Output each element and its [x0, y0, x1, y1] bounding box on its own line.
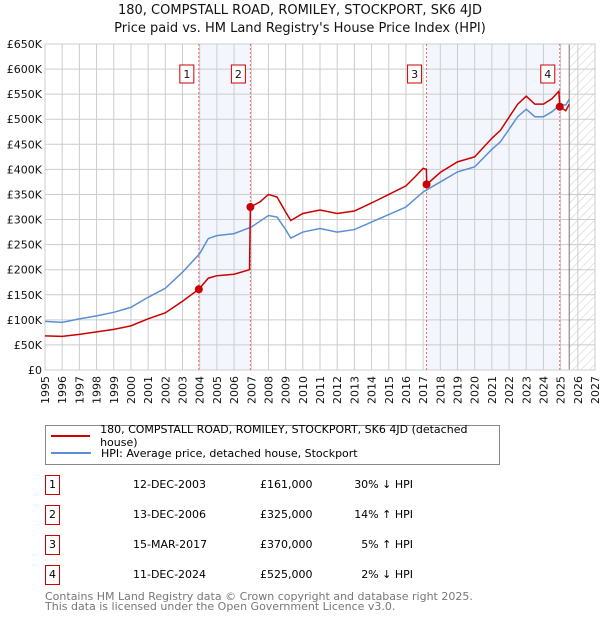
sale-hpi-diff: 14% ↑ HPI	[354, 508, 413, 521]
x-tick-label: 2017	[417, 376, 430, 404]
x-tick-label: 2027	[589, 376, 600, 404]
legend: 180, COMPSTALL ROAD, ROMILEY, STOCKPORT,…	[45, 423, 500, 465]
y-tick-label: £450K	[7, 138, 43, 151]
x-tick-label: 2014	[366, 376, 379, 404]
x-tick-label: 2011	[314, 376, 327, 404]
x-tick-label: 2023	[520, 376, 533, 404]
y-tick-label: £250K	[7, 239, 43, 252]
sale-price: £325,000	[260, 508, 313, 521]
sale-point	[555, 102, 564, 111]
sale-point	[194, 285, 203, 294]
sale-date: 15-MAR-2017	[133, 538, 208, 551]
x-tick-label: 1997	[73, 376, 86, 404]
sale-date: 13-DEC-2006	[133, 508, 207, 521]
sale-label: 3	[411, 68, 418, 81]
y-tick-label: £650K	[7, 38, 43, 51]
sale-label-box	[407, 64, 423, 84]
y-tick-label: £300K	[7, 214, 43, 227]
sale-hpi-diff: 30% ↓ HPI	[354, 478, 413, 491]
sale-label-box	[179, 64, 195, 84]
sale-row: 4 11-DEC-2024 £525,000 2% ↓ HPI	[45, 565, 445, 585]
sale-point	[246, 203, 255, 211]
sale-number: 2	[45, 505, 60, 525]
x-tick-label: 2021	[486, 376, 499, 404]
x-tick-label: 1995	[39, 376, 52, 404]
sale-price: £525,000	[260, 568, 313, 581]
shaded-period-3-4	[426, 44, 560, 370]
sale-row: 3 15-MAR-2017 £370,000 5% ↑ HPI	[45, 535, 445, 555]
x-tick-label: 2025	[555, 376, 568, 404]
x-tick-label: 2001	[142, 376, 155, 404]
x-tick-label: 2019	[452, 376, 465, 404]
x-tick-label: 1999	[108, 376, 121, 404]
shaded-period-1-2	[198, 44, 251, 370]
plot-frame	[44, 43, 596, 371]
x-tick-label: 1998	[91, 376, 104, 404]
x-tick-label: 2013	[348, 376, 361, 404]
y-tick-label: £100K	[7, 314, 43, 327]
x-tick-label: 2024	[537, 376, 550, 404]
y-tick-label: £150K	[7, 289, 43, 302]
series-line	[44, 89, 570, 338]
x-tick-label: 2003	[177, 376, 190, 404]
x-tick-label: 2000	[125, 376, 138, 404]
x-tick-label: 2015	[383, 376, 396, 404]
sale-point	[422, 180, 431, 189]
x-tick-label: 2004	[194, 376, 207, 404]
y-tick-label: £600K	[7, 63, 43, 76]
sale-label: 1	[183, 68, 190, 81]
sale-date: 12-DEC-2003	[133, 478, 207, 491]
x-tick-label: 2012	[331, 376, 344, 404]
x-tick-label: 2009	[280, 376, 293, 404]
sale-hpi-diff: 5% ↑ HPI	[361, 538, 413, 551]
forecast-hatch	[569, 44, 595, 370]
x-tick-label: 2002	[159, 376, 172, 404]
x-tick-label: 2005	[211, 376, 224, 404]
sale-number: 1	[45, 475, 60, 495]
x-tick-label: 2018	[434, 376, 447, 404]
y-tick-label: £0	[28, 364, 42, 377]
y-tick-label: £550K	[7, 88, 43, 101]
footer-line2: This data is licensed under the Open Gov…	[45, 600, 396, 613]
sale-price: £161,000	[260, 478, 313, 491]
sale-label-box	[230, 64, 246, 84]
y-tick-label: £400K	[7, 163, 43, 176]
sale-row: 1 12-DEC-2003 £161,000 30% ↓ HPI	[45, 475, 445, 495]
sale-date: 11-DEC-2024	[133, 568, 207, 581]
sale-number: 3	[45, 535, 60, 555]
legend-blue-label: HPI: Average price, detached house, Stoc…	[101, 446, 358, 460]
x-tick-label: 2008	[262, 376, 275, 404]
chart-title: 180, COMPSTALL ROAD, ROMILEY, STOCKPORT,…	[117, 3, 482, 18]
y-tick-label: £200K	[7, 264, 43, 277]
legend-blue-line	[51, 452, 91, 454]
x-tick-label: 2020	[469, 376, 482, 404]
x-tick-label: 2010	[297, 376, 310, 404]
y-tick-label: £50K	[14, 339, 43, 352]
x-tick-label: 1996	[56, 376, 69, 404]
sale-label: 4	[544, 68, 551, 81]
sale-price: £370,000	[260, 538, 313, 551]
sale-label: 2	[235, 68, 242, 81]
chart-subtitle: Price paid vs. HM Land Registry's House …	[114, 21, 486, 36]
legend-red-line	[51, 435, 91, 437]
x-tick-label: 2026	[572, 376, 585, 404]
sale-number: 4	[45, 565, 60, 585]
sale-row: 2 13-DEC-2006 £325,000 14% ↑ HPI	[45, 505, 445, 525]
legend-red-label: 180, COMPSTALL ROAD, ROMILEY, STOCKPORT,…	[100, 423, 468, 449]
x-tick-label: 2022	[503, 376, 516, 404]
sale-label-box	[540, 64, 556, 84]
chart-plot: 1995 1996 1997 1998 1999 2000 2001 2002 2003 2004…	[7, 38, 600, 404]
x-tick-label: 2007	[245, 376, 258, 404]
footer-line1: Contains HM Land Registry data © Crown c…	[45, 590, 473, 603]
x-tick-label: 2006	[228, 376, 241, 404]
sale-hpi-diff: 2% ↓ HPI	[361, 568, 413, 581]
y-tick-label: £500K	[7, 113, 43, 126]
series-line	[44, 98, 570, 324]
x-tick-label: 2016	[400, 376, 413, 404]
y-tick-label: £350K	[7, 188, 43, 201]
